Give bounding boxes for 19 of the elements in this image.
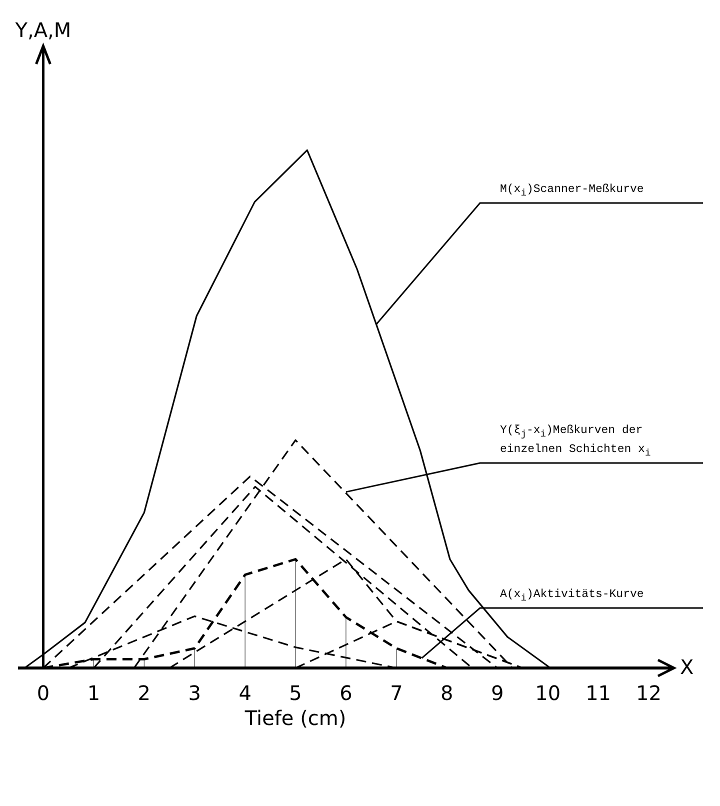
text: Y,A,M (14, 18, 72, 42)
text: X (680, 655, 694, 679)
x-tick-label: 6 (340, 681, 352, 706)
annotation: Y(ξ$_{j}$-x$_{i}$)Meßkurven der einzelnen Schichten x$_{i}$ (500, 423, 652, 460)
text: M(x$_{i}$)Scanner-Meßkurve (500, 182, 645, 200)
annotation: A(x$_{i}$)Aktivitäts-Kurve (500, 586, 645, 605)
x-tick-label: 11 (586, 681, 612, 706)
x-tick-label: 8 (440, 681, 454, 706)
x-tick-label: 3 (188, 681, 201, 706)
x-tick-label: 0 (36, 681, 50, 706)
x-axis-title: Tiefe (cm) (244, 706, 348, 730)
x-tick-label: 7 (390, 681, 403, 706)
x-tick-label: 4 (238, 681, 252, 706)
x-tick-label: 9 (491, 681, 504, 706)
x-tick-label: 2 (138, 681, 151, 706)
x-tick-label: 5 (289, 681, 302, 706)
x-tick-label: 1 (87, 681, 100, 706)
x-tick-label: 12 (636, 681, 662, 706)
x-tick-label: 10 (535, 681, 561, 706)
